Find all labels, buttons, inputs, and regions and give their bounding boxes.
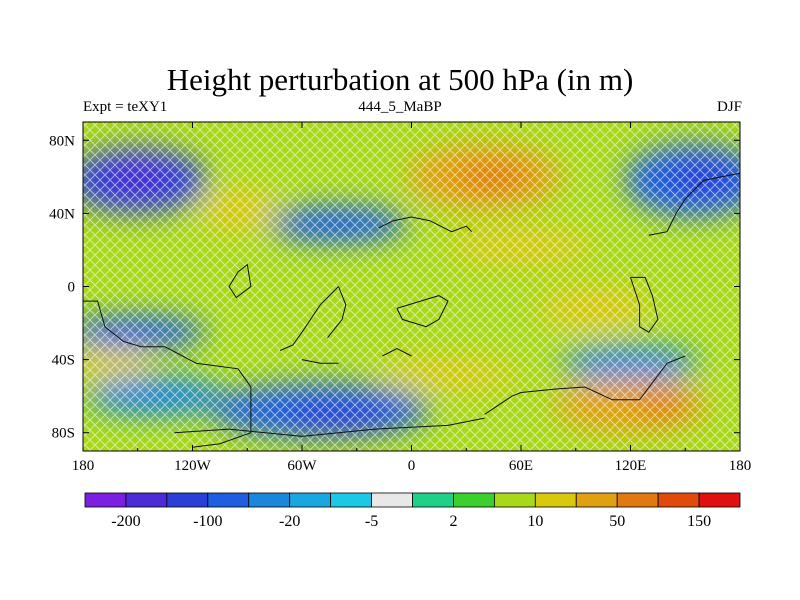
colorbar-label: 2 [449, 513, 457, 530]
hatch-overlay [83, 122, 740, 451]
colorbar-swatch [534, 492, 577, 508]
colorbar-swatch [657, 492, 700, 508]
map-title: Height perturbation at 500 hPa (in m) [166, 62, 634, 97]
colorbar-label: -5 [365, 513, 378, 530]
coastline [378, 216, 473, 233]
y-tick-label: 80N [49, 133, 75, 149]
y-tick-label: 40N [49, 206, 75, 222]
colorbar-swatch [289, 492, 332, 508]
colorbar-swatch [493, 492, 536, 508]
y-axis: 80N 40N 0 40S 80S [49, 133, 740, 442]
coastlines [83, 172, 740, 448]
colorbar-label: 50 [609, 513, 625, 530]
coastline [228, 263, 252, 299]
colorbar-swatch [412, 492, 454, 508]
coastline [279, 286, 339, 351]
colorbar-swatch [330, 492, 372, 508]
x-tick-label: 120E [615, 458, 647, 474]
coastline [484, 355, 686, 415]
coastline [174, 417, 485, 437]
colorbar-swatch [248, 492, 291, 508]
colorbar-swatch [166, 492, 209, 508]
x-axis: 180 120W 60W 0 60E 120E 180 [72, 122, 752, 474]
colorbar-swatch [207, 492, 250, 508]
x-tick-label: 0 [408, 458, 416, 474]
run-id-label: 444_5_MaBP [358, 99, 442, 115]
map-area [83, 122, 740, 451]
coastline [327, 286, 347, 339]
colorbar-swatch [575, 492, 618, 508]
coastline [301, 359, 339, 364]
colorbar-swatch [698, 492, 741, 508]
coastline [83, 300, 252, 448]
colorbar-label: 10 [527, 513, 543, 530]
colorbar-label: -200 [111, 513, 140, 530]
x-tick-label: 60W [287, 458, 317, 474]
colorbar-swatch [84, 492, 127, 508]
season-label: DJF [716, 99, 742, 115]
experiment-label: Expt = teXY1 [83, 99, 168, 115]
coastline [396, 295, 449, 328]
y-tick-label: 0 [68, 280, 76, 296]
coastline [382, 348, 412, 357]
colorbar-label: 150 [687, 513, 711, 530]
colorbar-label: -20 [279, 513, 300, 530]
x-tick-label: 120W [174, 458, 212, 474]
colorbar-label: -100 [193, 513, 222, 530]
y-tick-label: 80S [52, 426, 75, 442]
coastline [630, 276, 659, 333]
colorbar-swatch [616, 492, 659, 508]
y-tick-label: 40S [52, 353, 75, 369]
coastline [648, 172, 740, 236]
x-tick-label: 180 [729, 458, 752, 474]
colorbar-swatch [453, 492, 495, 508]
colorbar: -200 -100 -20 -5 2 10 50 150 [84, 492, 741, 530]
x-tick-label: 180 [72, 458, 95, 474]
colorbar-swatch [125, 492, 168, 508]
x-tick-label: 60E [509, 458, 533, 474]
colorbar-swatch [371, 492, 413, 508]
